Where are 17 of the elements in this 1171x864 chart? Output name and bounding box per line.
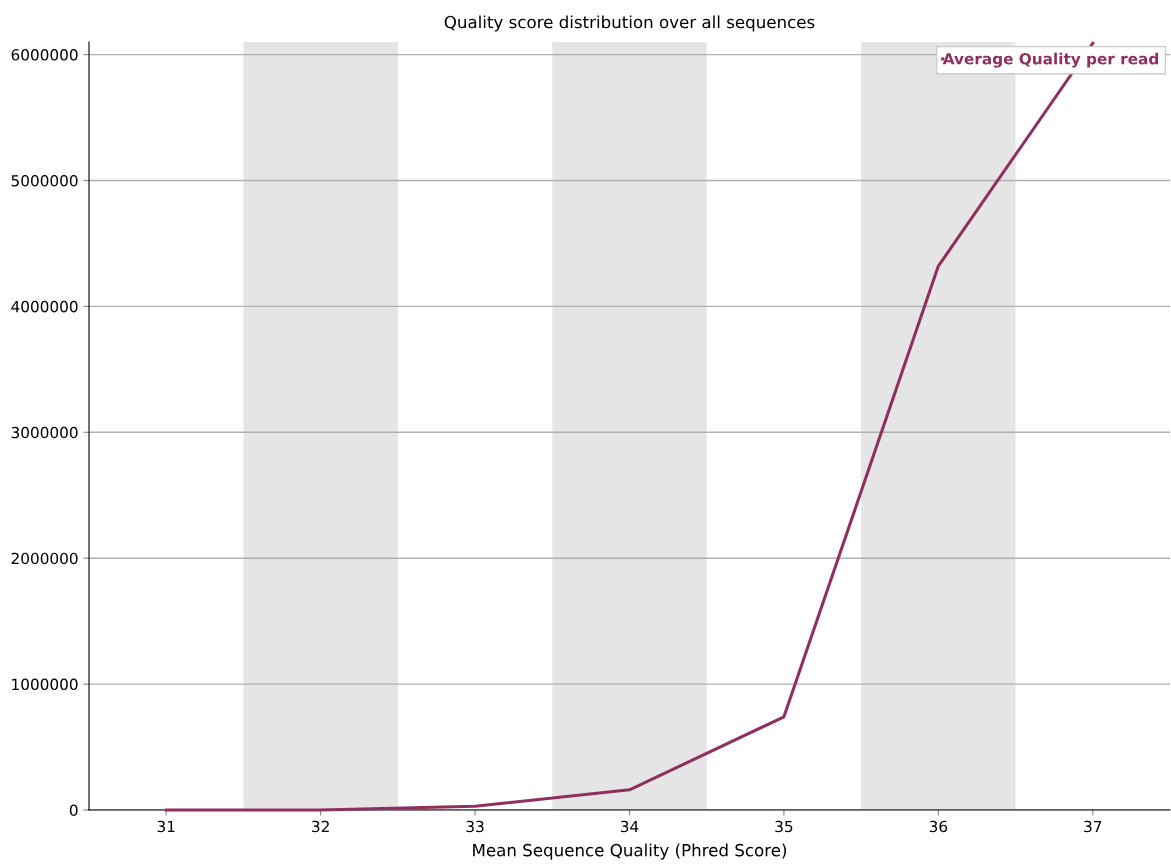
x-tick-label: 35 <box>775 820 793 833</box>
x-tick-label: 32 <box>312 820 329 833</box>
x-axis-title: Mean Sequence Quality (Phred Score) <box>473 843 787 860</box>
y-tick-label: 0 <box>69 804 78 817</box>
y-tick-label: 1000000 <box>12 678 78 691</box>
y-tick-label: 4000000 <box>11 300 78 313</box>
y-tick-label: 3000000 <box>11 426 78 439</box>
chart-title: Quality score distribution over all sequences <box>444 15 815 32</box>
x-tick-label: 36 <box>929 820 948 833</box>
y-tick-label: 2000000 <box>11 552 78 565</box>
x-tick-label: 34 <box>620 820 639 833</box>
x-tick-label: 33 <box>466 820 484 833</box>
y-tick-label: 5000000 <box>11 174 78 187</box>
x-tick-label: 37 <box>1084 820 1102 833</box>
y-tick-label: 6000000 <box>11 49 78 61</box>
legend-label: Average Quality per read <box>942 52 1159 68</box>
x-tick-label: 31 <box>157 820 175 833</box>
